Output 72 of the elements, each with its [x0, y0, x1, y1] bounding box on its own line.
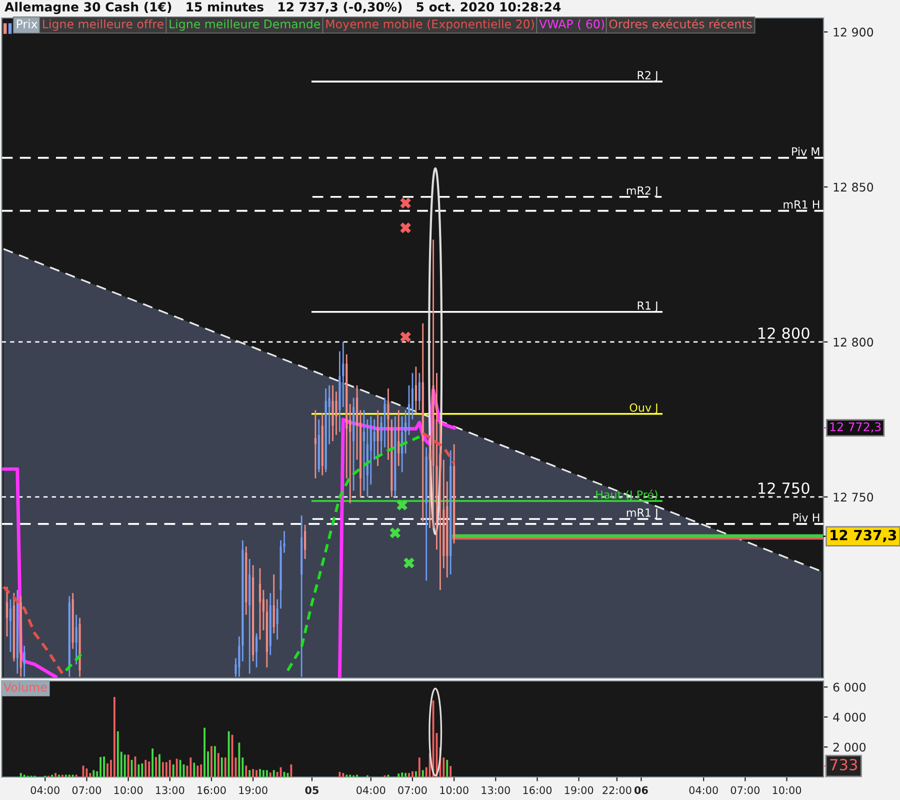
- y-tick-label: 6 000: [833, 682, 866, 692]
- ref-line-label: Piv M: [792, 147, 820, 156]
- ref-line-label: Piv H: [793, 513, 820, 522]
- x-tick-label: 10:00: [772, 786, 802, 794]
- text: Ordres exécutés récents: [609, 18, 752, 28]
- x-tick-label: 19:00: [564, 786, 594, 794]
- x-tick-label: 22:00: [602, 786, 632, 794]
- text: VWAP ( 60): [539, 19, 604, 30]
- text: 12 737,3: [830, 530, 896, 542]
- candlestick: [23, 645, 26, 678]
- x-tick-label: 13:00: [482, 786, 510, 794]
- text: Ligne meilleure Demande: [170, 19, 320, 31]
- candlestick: [376, 409, 379, 467]
- x-tick-label: 04:00: [689, 786, 718, 794]
- x-tick-label: 07:00: [72, 786, 102, 794]
- point: [390, 528, 401, 538]
- candlestick: [75, 614, 78, 666]
- point: [400, 198, 411, 208]
- x-tick-label: 19:00: [239, 786, 268, 794]
- x-tick-label: 06: [634, 786, 648, 794]
- ref-line-label: 12 800: [758, 327, 810, 339]
- point: [400, 332, 411, 342]
- text: Ligne meilleure offre: [43, 19, 164, 31]
- candlestick: [314, 409, 316, 480]
- x-tick-label: 07:00: [398, 786, 427, 794]
- y-tick-label: 12 850: [834, 182, 874, 192]
- line-series: [286, 435, 421, 672]
- candlestick: [335, 390, 338, 436]
- x-tick-label: 16:00: [198, 786, 226, 794]
- text: 733: [830, 758, 857, 770]
- x-tick-label: 04:00: [30, 786, 60, 794]
- candlestick: [414, 366, 417, 414]
- legend-label: Prix: [16, 19, 38, 28]
- x-tick-label: 13:00: [156, 786, 184, 794]
- candlestick: [370, 416, 372, 486]
- ref-line-label: mR2 J: [626, 186, 658, 197]
- candlestick: [6, 586, 8, 638]
- candlestick: [408, 384, 410, 436]
- ref-line-label: mR1 H: [784, 200, 820, 209]
- y-tick-label: 12 900: [834, 28, 874, 37]
- candlestick: [418, 372, 420, 411]
- ref-line-label: mR1 J: [626, 508, 658, 519]
- x-tick-label: 10:00: [440, 786, 468, 794]
- candlestick: [384, 397, 386, 448]
- x-tick-label: 04:00: [356, 786, 386, 794]
- point: [396, 500, 408, 510]
- candlestick: [398, 409, 400, 467]
- point: [404, 558, 414, 568]
- y-tick-label: 12 800: [834, 338, 874, 347]
- text: 12 772,3: [830, 422, 881, 432]
- x-tick-label: 05: [305, 786, 318, 794]
- candlestick: [9, 598, 12, 653]
- line-series: [2, 585, 64, 676]
- chart-title: Volume: [4, 682, 47, 692]
- x-tick-label: 16:00: [523, 786, 552, 794]
- candlestick: [411, 372, 414, 420]
- candlestick: [276, 598, 278, 640]
- y-tick-label: 4 000: [833, 712, 866, 722]
- candlestick: [255, 632, 258, 668]
- text: Moyenne mobile (Exponentielle 20): [326, 19, 534, 31]
- y-tick-label: 12 750: [834, 492, 874, 502]
- ref-line-label: 12 750: [758, 482, 810, 494]
- candlestick: [272, 574, 275, 634]
- point: [400, 222, 411, 234]
- ref-line-label: Haut (J Pré): [596, 490, 658, 501]
- chart-title: Allemagne 30 Cash (1€) 15 minutes 12 737,3 (-0,30%) 5 oct. 2020 10:28:24: [4, 2, 561, 14]
- candlestick: [258, 568, 262, 640]
- y-tick-label: 2 000: [833, 742, 866, 752]
- candlestick: [304, 524, 306, 560]
- candlestick: [373, 418, 376, 460]
- x-tick-label: 07:00: [730, 786, 760, 794]
- x-tick-label: 10:00: [114, 786, 143, 794]
